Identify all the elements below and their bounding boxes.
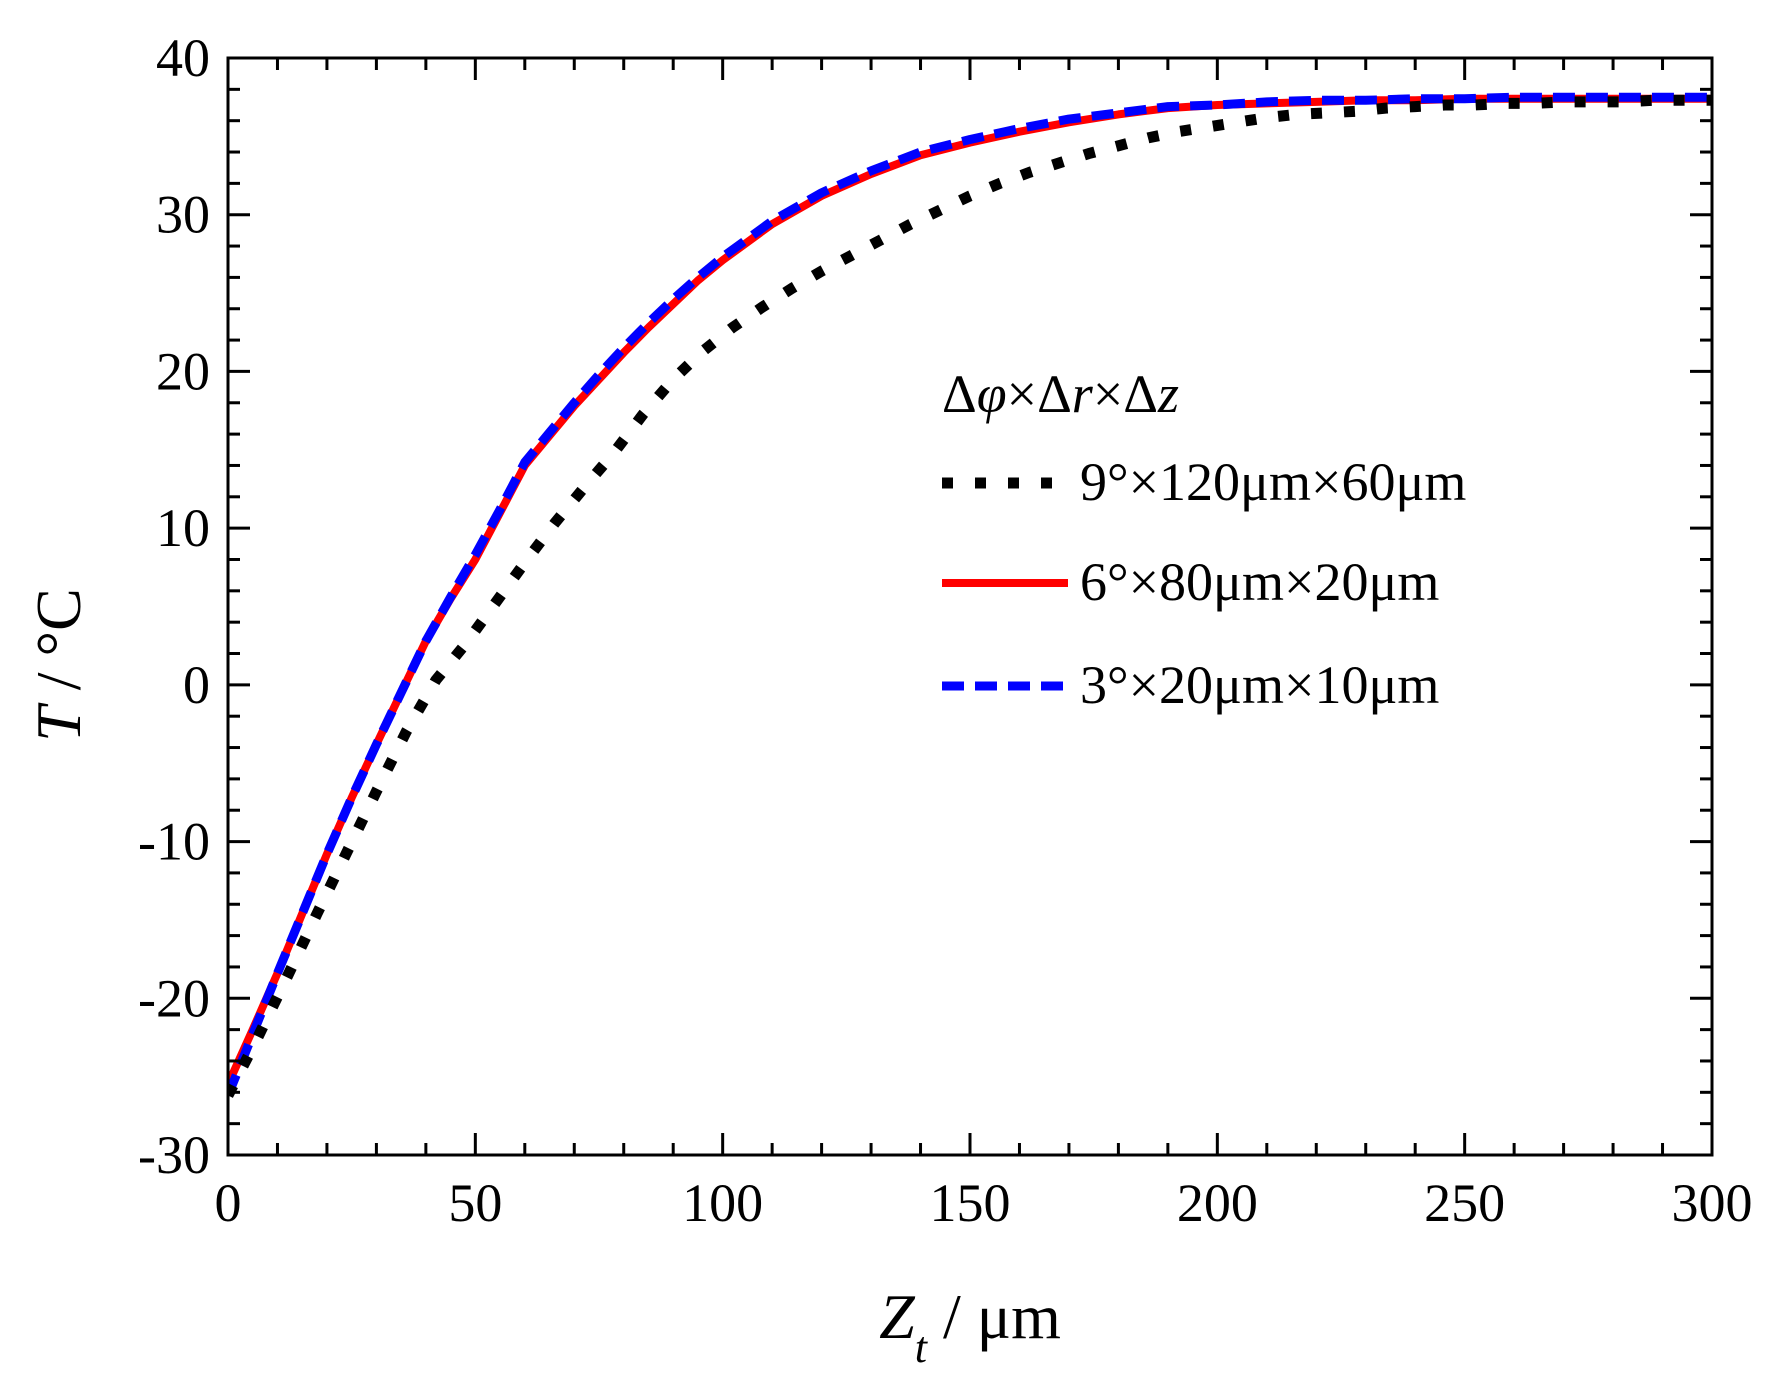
x-tick-label: 100 — [682, 1173, 763, 1233]
plot-frame — [226, 56, 1714, 1157]
legend-title-r: r — [1072, 364, 1094, 424]
y-axis-title-unit: / °C — [23, 588, 94, 706]
series-line-3 — [228, 92, 1712, 1098]
y-tick-label: 10 — [156, 498, 210, 558]
legend: Δφ×Δr×Δz 9°×120μm×60μm6°×80μm×20μm3°×20μ… — [942, 364, 1466, 715]
x-tick-label: 150 — [930, 1173, 1011, 1233]
x-tick-labels: 0 50 100 150 200 250 300 — [215, 1173, 1753, 1233]
x-axis-title-subscript: t — [915, 1323, 929, 1372]
series-line-2 — [228, 94, 1712, 1087]
y-tick-label: 40 — [156, 28, 210, 88]
legend-label-1: 9°×120μm×60μm — [1080, 452, 1466, 512]
series-layer — [228, 92, 1712, 1098]
ticks-layer — [226, 56, 1714, 1157]
x-axis-title: Zt / μm — [879, 1281, 1061, 1372]
y-tick-label: 20 — [156, 341, 210, 401]
x-axis-title-main: Z — [879, 1281, 916, 1352]
legend-items: 9°×120μm×60μm 6°×80μm×20μm 3°×20μm×10μm — [942, 452, 1466, 715]
y-axis-title-main: T — [23, 702, 94, 742]
legend-title-z: z — [1157, 364, 1179, 424]
legend-title-part3: ×Δ — [1093, 364, 1158, 424]
x-tick-label: 300 — [1672, 1173, 1753, 1233]
x-tick-label: 200 — [1177, 1173, 1258, 1233]
y-tick-label: -20 — [138, 968, 210, 1028]
legend-title-part1: Δ — [942, 364, 977, 424]
x-axis-title-unit: / μm — [927, 1281, 1061, 1352]
y-tick-label: 0 — [183, 655, 210, 715]
x-tick-label: 250 — [1424, 1173, 1505, 1233]
y-tick-label: -30 — [138, 1125, 210, 1185]
x-tick-label: 50 — [448, 1173, 502, 1233]
y-tick-label: 30 — [156, 185, 210, 245]
legend-title: Δφ×Δr×Δz — [942, 364, 1179, 424]
x-tick-label: 0 — [215, 1173, 242, 1233]
legend-title-phi: φ — [977, 364, 1007, 424]
y-axis-title: T / °C — [23, 588, 94, 742]
y-tick-label: -10 — [138, 812, 210, 872]
y-tick-labels: -30 -20 -10 0 10 20 30 40 — [138, 28, 210, 1185]
legend-label-3: 3°×20μm×10μm — [1080, 655, 1439, 715]
legend-label-2: 6°×80μm×20μm — [1080, 552, 1439, 612]
series-line-1 — [228, 94, 1712, 1098]
legend-title-part2: ×Δ — [1007, 364, 1072, 424]
